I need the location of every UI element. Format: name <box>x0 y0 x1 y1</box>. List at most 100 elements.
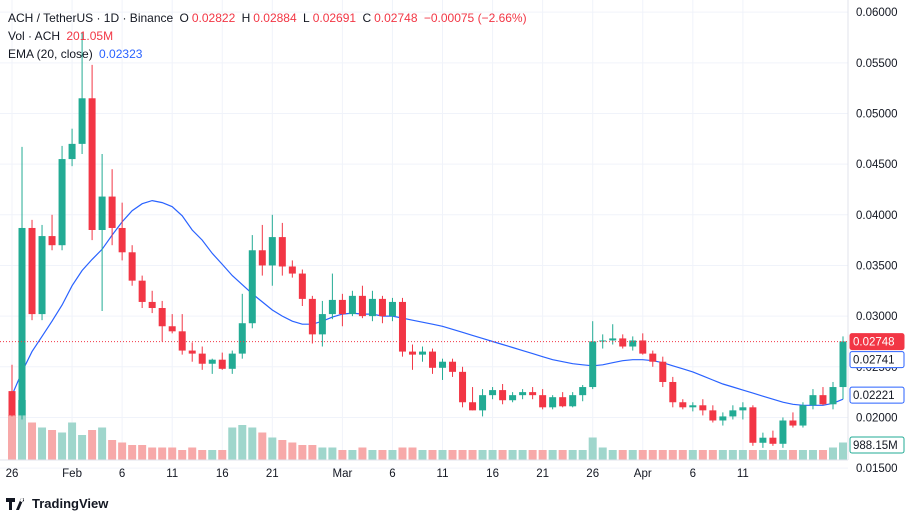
tradingview-logo[interactable]: TradingView <box>6 496 108 511</box>
candle-body <box>609 338 617 341</box>
candle <box>328 273 336 320</box>
volume-bar <box>548 450 557 460</box>
volume-bar <box>408 447 417 460</box>
volume-bar <box>538 450 547 460</box>
candle-body <box>28 227 36 315</box>
candle <box>479 389 487 417</box>
candle-body <box>679 402 687 408</box>
candle-body <box>759 437 767 443</box>
ema-price-tag: 0.02741 <box>849 351 905 369</box>
volume-bar <box>768 450 777 460</box>
volume-bar <box>568 450 577 460</box>
change-value: −0.00075 (−2.66%) <box>423 11 527 25</box>
close-value: 0.02748 <box>374 11 418 25</box>
volume-bar <box>308 445 317 460</box>
volume-bar <box>98 427 107 460</box>
candle-body <box>388 301 396 317</box>
x-tick-label: Apr <box>634 468 652 480</box>
candle-body <box>779 420 787 444</box>
volume-bar <box>458 450 467 460</box>
y-tick-label: 0.01500 <box>856 463 898 475</box>
volume-bar <box>688 450 697 460</box>
y-tick-label: 0.03000 <box>856 311 898 323</box>
candle-body <box>238 323 246 354</box>
candle <box>228 350 236 374</box>
volume-bar <box>438 450 447 460</box>
candle-body <box>308 298 316 335</box>
volume-bar <box>628 450 637 460</box>
volume-bar <box>598 447 607 460</box>
volume-bar <box>578 450 587 460</box>
candle <box>709 405 717 423</box>
candle <box>669 376 677 408</box>
candle-body <box>429 351 437 368</box>
last-price-tag-text: 0.02748 <box>853 337 895 349</box>
x-tick-label: 6 <box>119 468 125 480</box>
volume-bar <box>58 432 67 460</box>
candle-body <box>248 250 256 324</box>
candle <box>609 324 617 345</box>
volume-bar <box>748 450 757 460</box>
candle <box>519 389 527 400</box>
symbol-title: ACH / TetherUS · 1D · Binance <box>8 11 174 25</box>
candle-body <box>328 299 336 315</box>
candle-body <box>148 301 156 309</box>
volume-bar <box>818 450 827 460</box>
volume-bar <box>508 450 517 460</box>
volume-bar <box>328 447 337 460</box>
candle <box>499 384 507 405</box>
candle <box>308 295 316 344</box>
candle <box>368 290 376 322</box>
y-tick-label: 0.04500 <box>856 159 898 171</box>
brand-name: TradingView <box>32 496 109 511</box>
volume-bar <box>108 440 117 460</box>
candle-body <box>208 359 216 364</box>
candle-body <box>659 361 667 382</box>
volume-bar <box>318 447 327 460</box>
candle-body <box>689 405 697 408</box>
candle-body <box>599 340 607 342</box>
volume-bar <box>148 447 157 460</box>
candle-body <box>88 98 96 230</box>
candle <box>318 300 326 347</box>
candle-body <box>769 437 777 444</box>
volume-bar <box>228 427 237 460</box>
candle <box>729 405 737 420</box>
volume-bar <box>238 425 247 460</box>
volume-bar <box>668 450 677 460</box>
candle-body <box>38 236 46 315</box>
volume-bar <box>78 435 87 460</box>
candle <box>649 350 657 367</box>
candle <box>449 358 457 377</box>
volume-bar <box>698 450 707 460</box>
volume-bar <box>398 447 407 460</box>
y-tick-label: 0.05500 <box>856 58 898 70</box>
volume-bar <box>708 450 717 460</box>
candle-body <box>739 407 747 411</box>
candle <box>348 290 356 317</box>
candle <box>719 412 727 426</box>
volume-bar <box>188 447 197 460</box>
candle-body <box>168 326 176 332</box>
candle-body <box>8 391 16 416</box>
candle-body <box>68 143 76 160</box>
candle-body <box>418 351 426 355</box>
volume-bar <box>728 450 737 460</box>
volume-bar <box>138 445 147 460</box>
candle-body <box>559 397 567 407</box>
candle <box>238 293 246 359</box>
volume-tag-text: 988.15M <box>853 440 898 452</box>
candle-body <box>539 395 547 408</box>
candle-body <box>589 341 597 388</box>
candle <box>509 392 517 403</box>
candle-body <box>228 353 236 369</box>
volume-bar <box>828 447 837 460</box>
candle <box>18 146 26 420</box>
candle <box>539 389 547 410</box>
candle <box>629 336 637 351</box>
volume-bar <box>368 450 377 460</box>
open-value: 0.02822 <box>191 11 236 25</box>
candle <box>819 387 827 406</box>
candle-body <box>78 98 86 144</box>
